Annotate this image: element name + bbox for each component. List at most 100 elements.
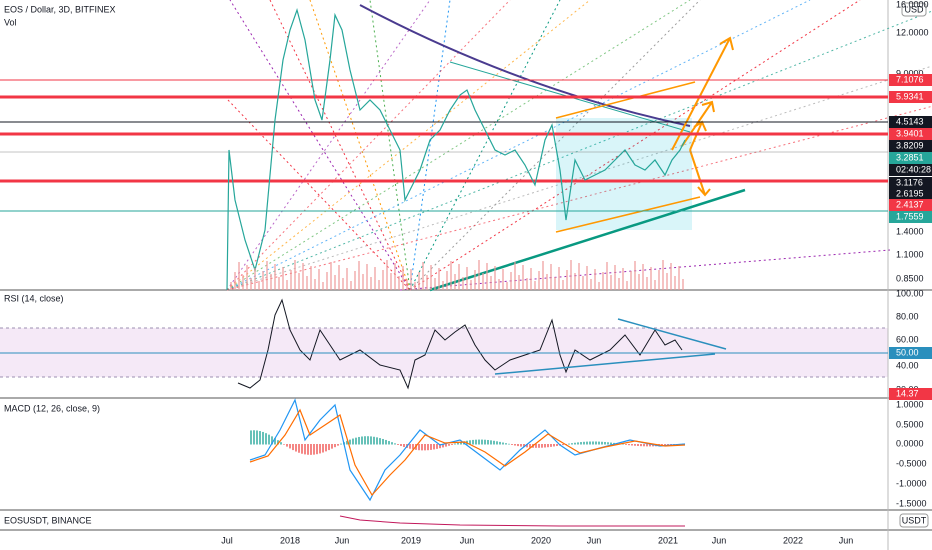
volume-bar <box>454 274 456 290</box>
volume-bar <box>430 265 432 290</box>
volume-bar <box>542 261 544 290</box>
price-label: 3.8209 <box>896 140 924 150</box>
fan-line <box>227 99 411 291</box>
volume-bar <box>350 281 352 290</box>
macd-histogram <box>400 444 402 447</box>
macd-histogram <box>631 444 633 446</box>
volume-bar <box>662 260 664 290</box>
volume-bar <box>462 277 464 290</box>
volume-bar <box>234 272 236 290</box>
macd-histogram <box>271 436 273 445</box>
macd-histogram <box>610 442 612 445</box>
macd-histogram <box>418 444 420 451</box>
macd-histogram <box>538 444 540 448</box>
price-tick-label: 0.8500 <box>896 273 924 283</box>
volume-bar <box>294 260 296 290</box>
macd-histogram <box>481 439 483 445</box>
volume-bar <box>298 273 300 290</box>
macd-histogram <box>637 444 639 446</box>
volume-bar <box>590 279 592 290</box>
price-tick-label: 16.0000 <box>896 0 929 9</box>
volume-bar <box>550 264 552 290</box>
macd-histogram <box>277 440 279 445</box>
macd-histogram <box>628 444 630 446</box>
macd-histogram <box>268 434 270 445</box>
volume-bar <box>422 262 424 290</box>
macd-histogram <box>388 441 390 445</box>
volume-bar <box>270 274 272 290</box>
macd-histogram <box>439 444 441 449</box>
macd-histogram <box>490 440 492 445</box>
macd-histogram <box>499 441 501 445</box>
volume-bar <box>378 280 380 290</box>
macd-histogram <box>325 444 327 452</box>
macd-histogram <box>292 444 294 451</box>
compare-line <box>339 515 685 527</box>
price-label: 2.4137 <box>896 199 924 209</box>
fan-line <box>309 0 411 291</box>
macd-histogram <box>394 443 396 445</box>
volume-bar <box>478 260 480 290</box>
rsi-title: RSI (14, close) <box>4 293 64 303</box>
macd-histogram <box>523 444 525 448</box>
macd-histogram <box>535 444 537 448</box>
macd-histogram <box>250 430 252 445</box>
macd-histogram <box>550 444 552 447</box>
rsi-tick-label: 40.00 <box>896 360 919 370</box>
macd-tick-label: 1.0000 <box>896 399 924 409</box>
time-axis-label: 2020 <box>531 535 551 545</box>
macd-histogram <box>601 441 603 445</box>
macd-histogram <box>607 442 609 445</box>
macd-histogram <box>376 437 378 445</box>
macd-histogram <box>409 444 411 449</box>
macd-histogram <box>256 430 258 445</box>
macd-histogram <box>484 439 486 445</box>
volume-bar <box>538 271 540 290</box>
macd-histogram <box>634 444 636 446</box>
time-axis-label: 2018 <box>280 535 300 545</box>
macd-histogram <box>286 444 288 447</box>
macd-histogram <box>604 441 606 445</box>
volume-bar <box>262 271 264 290</box>
macd-histogram <box>427 444 429 451</box>
volume-bar <box>382 270 384 290</box>
macd-histogram <box>331 444 333 449</box>
arc <box>359 4 691 127</box>
macd-histogram <box>328 444 330 451</box>
macd-histogram <box>574 442 576 445</box>
price-label-bg <box>889 177 932 189</box>
rsi-tick-label: 100.00 <box>896 288 924 298</box>
macd-histogram <box>571 443 573 445</box>
volume-bar <box>554 277 556 290</box>
macd-histogram <box>547 444 549 448</box>
macd-histogram <box>253 430 255 445</box>
macd-histogram <box>367 436 369 445</box>
time-axis-label: Jun <box>460 535 475 545</box>
volume-bar <box>398 276 400 290</box>
volume-bar <box>522 265 524 290</box>
rsi-label-bg <box>889 347 932 359</box>
volume-bar <box>386 260 388 290</box>
fan-line <box>226 0 691 291</box>
volume-bar <box>434 278 436 290</box>
macd-histogram <box>454 443 456 445</box>
volume-bar <box>626 281 628 290</box>
macd-histogram <box>412 444 414 450</box>
macd-histogram <box>364 436 366 445</box>
volume-bar <box>282 267 284 290</box>
price-label-bg <box>889 164 932 176</box>
volume-bar <box>498 279 500 290</box>
macd-histogram <box>478 439 480 445</box>
volume-bar <box>426 275 428 290</box>
volume-bar <box>318 269 320 290</box>
macd-histogram <box>370 436 372 445</box>
macd-histogram <box>307 444 309 455</box>
volume-bar <box>374 267 376 290</box>
macd-histogram <box>424 444 426 451</box>
rsi-line <box>237 298 683 390</box>
volume-bar <box>254 268 256 290</box>
price-label-bg <box>889 211 932 223</box>
macd-histogram <box>283 444 285 445</box>
volume-bar <box>302 263 304 290</box>
macd-histogram <box>358 436 360 445</box>
